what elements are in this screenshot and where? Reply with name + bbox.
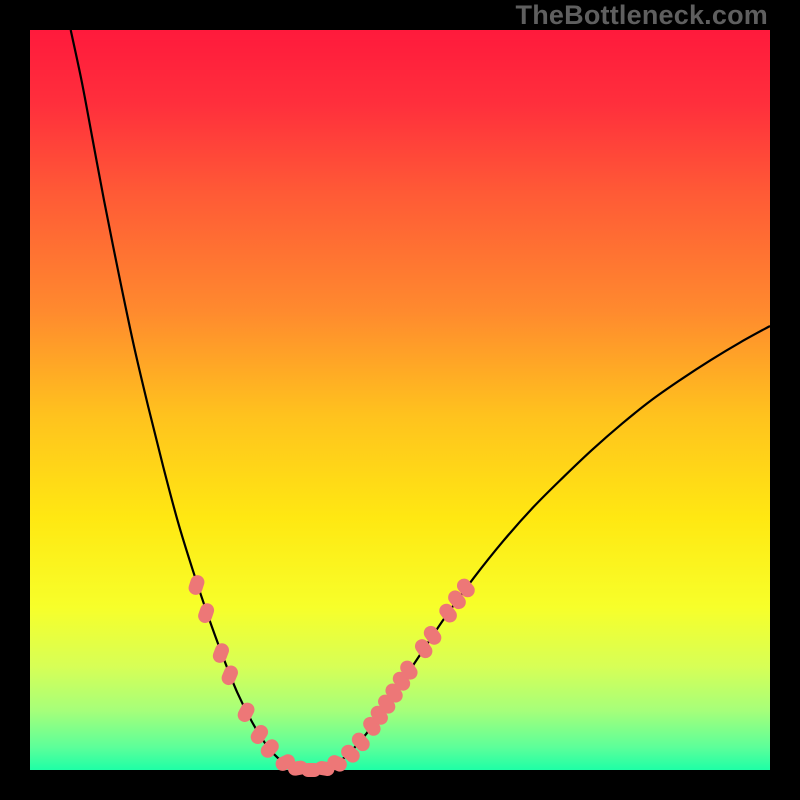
chart-stage: TheBottleneck.com (0, 0, 800, 800)
plot-background (30, 30, 770, 770)
watermark-text: TheBottleneck.com (516, 0, 768, 31)
